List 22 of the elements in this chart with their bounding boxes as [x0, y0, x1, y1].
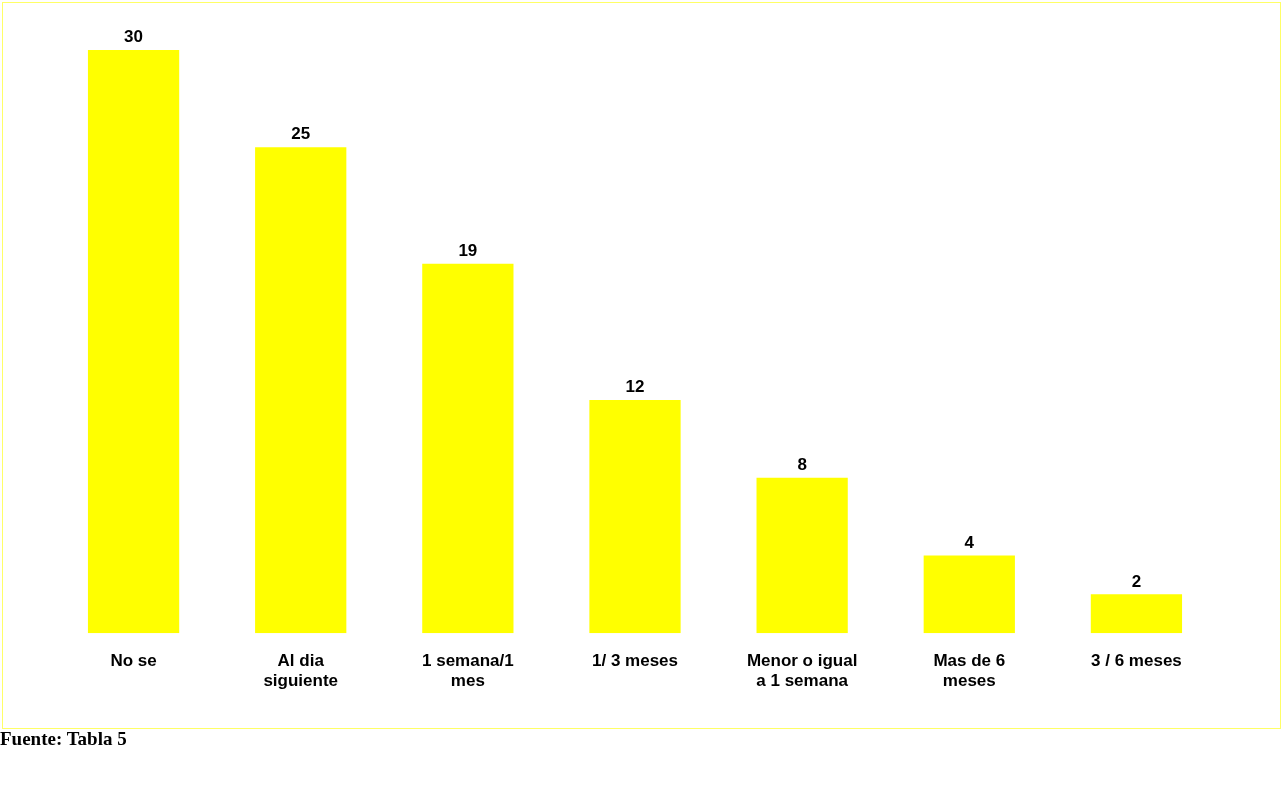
bar — [756, 477, 848, 634]
x-tick-label: 1 semana/1 mes — [422, 651, 514, 691]
x-tick-label: Mas de 6 meses — [933, 651, 1006, 691]
data-label: 12 — [625, 377, 645, 397]
data-label: 30 — [124, 27, 144, 47]
data-label: 8 — [797, 454, 807, 474]
bar — [255, 147, 347, 634]
x-tick-label: Al dia siguiente — [263, 651, 339, 691]
x-tick-label: 1/ 3 meses — [591, 651, 679, 671]
x-tick-label: 3 / 6 meses — [1091, 651, 1182, 671]
data-label: 4 — [964, 532, 975, 552]
bar — [422, 263, 514, 634]
data-label: 25 — [291, 124, 311, 144]
source-note: Fuente: Tabla 5 — [0, 728, 127, 750]
x-tick-label: No se — [110, 651, 157, 671]
bar — [923, 555, 1015, 634]
bar — [87, 50, 180, 634]
x-tick-label: Menor o igual a 1 semana — [746, 651, 858, 691]
data-label: 2 — [1131, 571, 1142, 591]
bar — [1090, 594, 1183, 634]
bar — [589, 399, 681, 634]
data-label: 19 — [458, 241, 478, 261]
